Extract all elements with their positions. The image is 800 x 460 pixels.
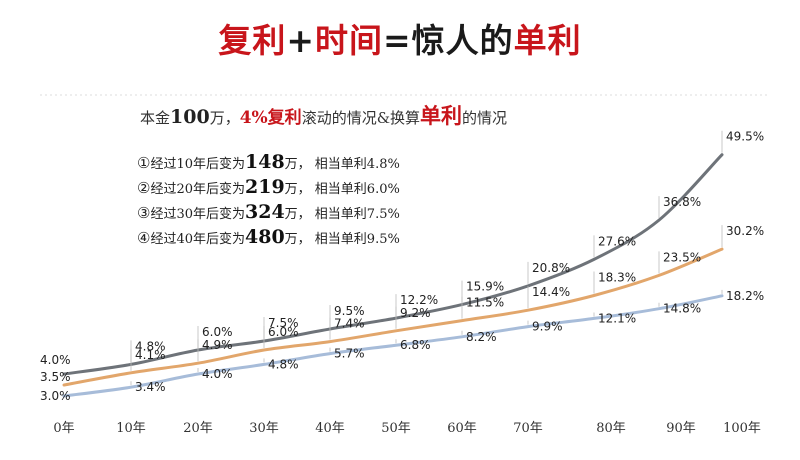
data-label: 23.5% xyxy=(663,250,701,264)
page-title: 复利+时间=惊人的单利 xyxy=(0,14,800,62)
title-plus: + xyxy=(286,21,315,60)
note-amount: 480 xyxy=(245,226,285,248)
note-marker: ② xyxy=(137,179,151,197)
data-label: 4.0% xyxy=(40,353,71,367)
subtitle-situation: 的情况 xyxy=(462,109,508,127)
notes-list: ①经过10年后变为148万， 相当单利4.8% ②经过20年后变为219万， 相… xyxy=(137,150,400,250)
note-suffix: 万， 相当单利7.5% xyxy=(284,207,400,222)
data-label: 18.3% xyxy=(598,270,636,284)
note-text: 经过20年后变为 xyxy=(150,182,245,197)
data-label: 15.9% xyxy=(466,280,504,294)
title-simple-interest: 单利 xyxy=(513,21,582,60)
data-label: 6.0% xyxy=(268,325,299,339)
x-tick-label: 80年 xyxy=(596,421,626,436)
note-suffix: 万， 相当单利6.0% xyxy=(284,182,400,197)
data-label: 4.9% xyxy=(202,338,233,352)
data-label: 8.2% xyxy=(466,330,497,344)
data-label: 9.9% xyxy=(532,320,563,334)
note-item: ①经过10年后变为148万， 相当单利4.8% xyxy=(137,150,400,175)
data-label: 5.7% xyxy=(334,347,365,361)
data-label: 20.8% xyxy=(532,261,570,275)
note-marker: ① xyxy=(137,154,151,172)
note-item: ③经过30年后变为324万， 相当单利7.5% xyxy=(137,200,400,225)
note-marker: ④ xyxy=(137,229,151,247)
subtitle-simple: 单利 xyxy=(420,103,463,128)
note-text: 经过40年后变为 xyxy=(150,232,245,247)
note-marker: ③ xyxy=(137,204,151,222)
x-tick-label: 0年 xyxy=(53,421,74,436)
subtitle-principal-amount: 100 xyxy=(170,106,210,128)
data-label: 12.1% xyxy=(598,311,636,325)
data-label: 11.5% xyxy=(466,296,504,310)
x-tick-label: 60年 xyxy=(447,421,477,436)
x-tick-label: 20年 xyxy=(183,421,213,436)
subtitle-principal-label: 本金 xyxy=(140,109,171,127)
note-text: 经过10年后变为 xyxy=(150,157,245,172)
chart-subtitle: 本金100万，4%复利滚动的情况&换算单利的情况 xyxy=(140,100,507,130)
x-tick-label: 100年 xyxy=(723,421,761,436)
data-label: 9.2% xyxy=(400,306,431,320)
data-label: 7.5% xyxy=(268,316,299,330)
x-tick-label: 70年 xyxy=(513,421,543,436)
note-item: ④经过40年后变为480万， 相当单利9.5% xyxy=(137,225,400,250)
data-label: 9.5% xyxy=(334,304,365,318)
x-tick-label: 10年 xyxy=(116,421,146,436)
note-amount: 219 xyxy=(245,176,285,198)
data-label: 3.0% xyxy=(40,389,71,403)
data-label: 14.8% xyxy=(663,302,701,316)
note-item: ②经过20年后变为219万， 相当单利6.0% xyxy=(137,175,400,200)
x-tick-label: 40年 xyxy=(315,421,345,436)
data-label: 3.4% xyxy=(135,380,166,394)
subtitle-unit: 万， xyxy=(209,109,240,127)
title-compound: 复利 xyxy=(218,21,287,60)
note-suffix: 万， 相当单利9.5% xyxy=(284,232,400,247)
data-label: 49.5% xyxy=(726,130,764,144)
data-label: 27.6% xyxy=(598,234,636,248)
data-label: 7.4% xyxy=(334,317,365,331)
data-label: 36.8% xyxy=(663,195,701,209)
data-label: 14.4% xyxy=(532,285,570,299)
data-label: 30.2% xyxy=(726,224,764,238)
data-label: 4.0% xyxy=(202,367,233,381)
x-tick-label: 90年 xyxy=(666,421,696,436)
x-tick-label: 50年 xyxy=(381,421,411,436)
data-label: 4.1% xyxy=(135,348,166,362)
series-line-3 xyxy=(62,294,724,398)
subtitle-compound-rate: 4%复利 xyxy=(239,108,302,128)
subtitle-rolling: 滚动的情况&换算 xyxy=(301,109,421,127)
title-amazing: 惊人的 xyxy=(411,21,514,60)
data-label: 4.8% xyxy=(135,339,166,353)
data-label: 6.0% xyxy=(202,325,233,339)
data-label: 12.2% xyxy=(400,293,438,307)
note-suffix: 万， 相当单利4.8% xyxy=(284,157,400,172)
x-tick-label: 30年 xyxy=(249,421,279,436)
data-label: 6.8% xyxy=(400,338,431,352)
data-label: 3.5% xyxy=(40,370,71,384)
note-amount: 148 xyxy=(245,151,285,173)
title-equals: = xyxy=(383,21,412,60)
series-line-2 xyxy=(62,247,724,387)
title-time: 时间 xyxy=(315,21,383,60)
data-label: 18.2% xyxy=(726,289,764,303)
note-text: 经过30年后变为 xyxy=(150,207,245,222)
data-label: 4.8% xyxy=(268,357,299,371)
note-amount: 324 xyxy=(245,201,285,223)
